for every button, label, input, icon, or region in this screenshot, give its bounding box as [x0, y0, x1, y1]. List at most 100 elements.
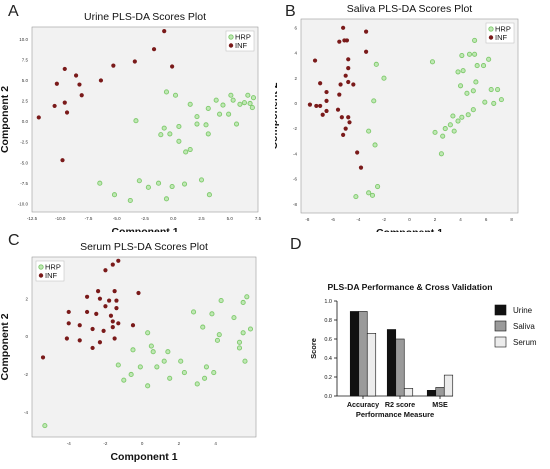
hrp-point: [161, 358, 167, 364]
inf-point: [66, 321, 71, 326]
hrp-point: [488, 86, 494, 93]
hrp-point: [366, 128, 372, 134]
hrp-point: [247, 100, 253, 107]
x-tick-label: R2 score: [385, 400, 415, 409]
hrp-point: [165, 349, 171, 355]
bar-urine: [349, 311, 360, 397]
hrp-point: [42, 423, 48, 429]
legend-swatch-urine: [494, 304, 507, 316]
hrp-point: [472, 51, 478, 57]
y-axis-label: Component 2: [0, 313, 11, 380]
y-tick-label: -4: [293, 151, 297, 156]
x-tick-label: -2: [103, 441, 107, 446]
legend-entry: HRP: [45, 263, 61, 272]
bar-urine: [386, 329, 397, 397]
inf-point: [324, 98, 329, 103]
inf-point: [94, 311, 99, 316]
y-tick-label: -2.5: [20, 140, 28, 145]
x-tick-label: 5.0: [227, 216, 234, 221]
x-tick-label: -2: [382, 217, 386, 222]
hrp-point: [231, 315, 237, 321]
inf-point: [170, 64, 175, 69]
inf-point: [347, 120, 352, 125]
y-tick-label: 5.0: [22, 78, 29, 83]
hrp-point: [202, 375, 208, 381]
hrp-point: [148, 343, 154, 349]
hrp-point: [451, 128, 457, 134]
inf-point: [341, 25, 346, 30]
hrp-point: [163, 89, 170, 95]
inf-point: [136, 290, 141, 296]
inf-point: [79, 93, 84, 98]
y-tick-label: 10.0: [19, 37, 28, 42]
legend-entry: Saliva: [513, 322, 535, 331]
legend-hrp-marker: [488, 26, 494, 32]
y-tick-label: 0.6: [324, 337, 332, 343]
inf-point: [52, 103, 57, 109]
legend-entry: INF: [235, 41, 248, 50]
x-tick-label: -6: [331, 217, 335, 222]
y-tick-label: -6: [293, 177, 297, 182]
hrp-point: [167, 131, 173, 137]
inf-point: [110, 319, 115, 324]
hrp-point: [250, 95, 257, 101]
hrp-point: [455, 69, 461, 75]
y-axis-label: Component 2: [0, 86, 11, 153]
y-tick-label: 2.5: [22, 99, 29, 104]
hrp-point: [97, 180, 103, 186]
hrp-point: [181, 181, 188, 187]
hrp-point: [371, 98, 377, 104]
inf-point: [84, 294, 90, 299]
hrp-point: [145, 383, 151, 389]
hrp-point: [241, 100, 247, 106]
legend-swatch-saliva: [494, 320, 507, 332]
inf-point: [98, 78, 104, 83]
inf-point: [36, 115, 41, 120]
y-tick-label: 6: [294, 25, 297, 30]
hrp-point: [495, 86, 501, 93]
hrp-point: [460, 68, 466, 74]
x-tick-label: MSE: [432, 400, 448, 409]
hrp-point: [167, 375, 173, 381]
x-tick-label: 0.0: [170, 216, 177, 221]
inf-point: [66, 309, 71, 315]
hrp-point: [228, 92, 234, 98]
inf-point: [341, 132, 346, 137]
inf-point: [116, 258, 121, 263]
inf-point: [339, 115, 344, 120]
plot-area: [31, 26, 259, 213]
hrp-point: [464, 90, 470, 96]
inf-point: [343, 126, 348, 131]
inf-point: [62, 66, 67, 72]
inf-point: [320, 112, 325, 117]
hrp-point: [216, 332, 222, 338]
inf-point: [318, 103, 323, 109]
hrp-point: [176, 123, 182, 130]
inf-point: [318, 81, 323, 86]
legend-entry: INF: [495, 33, 508, 42]
performance-bar-chart: PLS-DA Performance & Cross Validation 0.0…: [309, 282, 537, 419]
hrp-point: [450, 113, 456, 119]
x-tick-label: -7.5: [85, 216, 93, 221]
inf-point: [151, 47, 157, 52]
y-axis-label: Component 2: [275, 82, 280, 149]
hrp-point: [203, 364, 209, 370]
inf-point: [110, 262, 115, 267]
inf-point: [324, 89, 329, 95]
inf-point: [77, 338, 82, 343]
inf-point: [97, 340, 103, 345]
hrp-point: [187, 101, 193, 107]
x-tick-label: 4: [214, 441, 217, 446]
inf-point: [312, 58, 318, 63]
hrp-point: [459, 52, 465, 59]
chart-title: Urine PLS-DA Scores Plot: [84, 11, 206, 23]
chart-title: PLS-DA Performance & Cross Validation: [328, 282, 493, 292]
legend-inf-marker: [38, 273, 44, 278]
hrp-point: [442, 126, 448, 132]
hrp-point: [150, 349, 156, 355]
hrp-point: [198, 177, 205, 183]
hrp-point: [136, 178, 142, 184]
inf-point: [101, 328, 106, 333]
hrp-point: [465, 112, 471, 118]
inf-point: [343, 73, 348, 78]
